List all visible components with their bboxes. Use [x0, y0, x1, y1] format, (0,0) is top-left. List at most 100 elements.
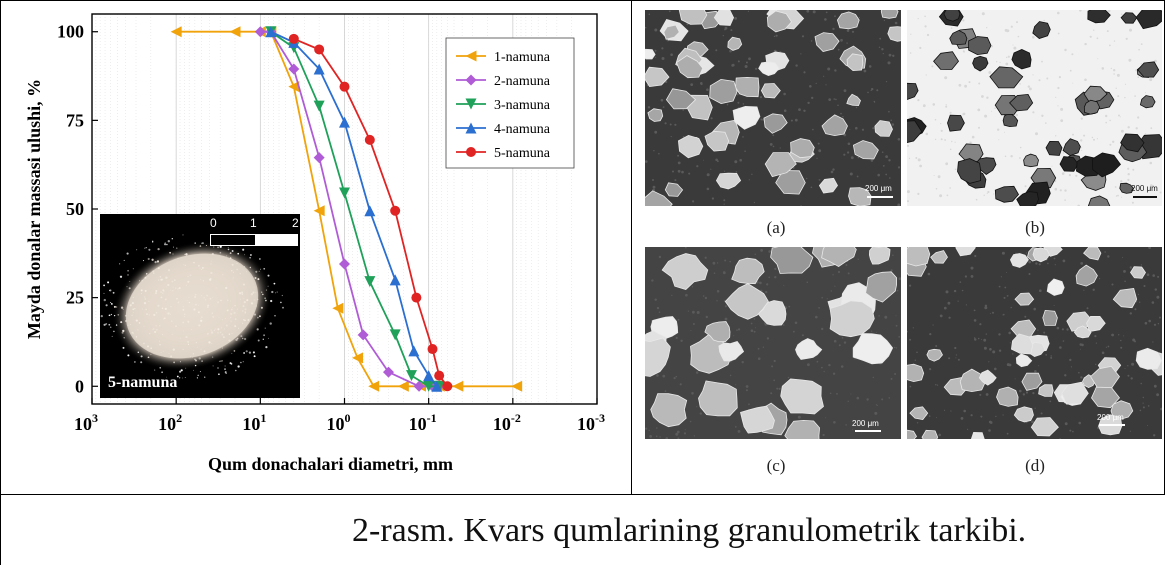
texture-dot [674, 179, 677, 182]
sand-grain [978, 369, 997, 386]
texture-dot [863, 69, 867, 73]
texture-dot [1137, 116, 1140, 119]
texture-dot [935, 384, 937, 386]
sand-grain [1135, 347, 1162, 370]
sand-speck [185, 336, 188, 339]
texture-dot [763, 322, 766, 324]
texture-dot [705, 315, 708, 319]
texture-dot [753, 201, 755, 204]
texture-dot [856, 175, 859, 178]
sand-speck [220, 360, 222, 362]
sand-grain [713, 10, 735, 26]
scale-bar-a [867, 196, 893, 198]
texture-dot [1006, 432, 1009, 435]
sand-specks [100, 234, 284, 379]
sand-speck [243, 352, 245, 354]
sand-grain [968, 36, 992, 56]
texture-dot [1111, 283, 1114, 286]
sand-speck [224, 371, 227, 374]
sand-speck [227, 248, 230, 251]
sand-speck [229, 252, 232, 254]
texture-dot [703, 159, 705, 161]
texture-dot [935, 345, 938, 347]
texture-dot [941, 21, 943, 23]
texture-dot [730, 29, 733, 32]
sand-speck [164, 298, 167, 301]
texture-dot [645, 26, 647, 29]
sand-pile-image [100, 234, 284, 379]
sand-speck [172, 348, 175, 351]
texture-dot [954, 346, 957, 350]
sand-sample-photo: 0 1 2 cm 5-namuna [100, 214, 300, 398]
sand-speck [221, 347, 224, 349]
sand-grain [715, 172, 742, 190]
y-axis-label: Mayda donalar massasi ulushi, % [24, 79, 44, 339]
texture-dot [760, 118, 763, 121]
texture-dot [806, 10, 810, 13]
texture-dot [724, 305, 727, 308]
texture-dot [1047, 336, 1049, 338]
sand-speck [147, 345, 149, 348]
texture-dot [1041, 114, 1044, 118]
sand-speck [215, 328, 217, 330]
sand-grain [947, 114, 965, 132]
sand-speck [113, 305, 116, 308]
sand-speck [264, 327, 266, 329]
texture-dot [822, 433, 825, 437]
sand-speck [264, 297, 266, 299]
sand-speck [198, 324, 201, 327]
texture-dot [1083, 134, 1086, 137]
texture-dot [1072, 133, 1074, 136]
texture-dot [675, 336, 678, 339]
texture-dot [664, 122, 667, 125]
texture-dot [926, 33, 930, 37]
texture-dot [991, 45, 993, 48]
texture-dot [1107, 10, 1111, 13]
sand-speck [185, 253, 188, 256]
texture-dot [876, 89, 879, 92]
sand-speck [275, 292, 276, 294]
data-point-4-namuna [431, 380, 443, 392]
texture-dot [750, 329, 754, 332]
texture-dot [737, 430, 741, 433]
texture-dot [747, 10, 750, 12]
sand-grain [727, 36, 743, 51]
sand-speck [234, 318, 237, 320]
texture-dot [661, 57, 665, 60]
texture-dot [748, 179, 750, 181]
texture-dot [742, 103, 745, 105]
texture-dot [1128, 58, 1132, 62]
scale-text-d: 200 μm [1097, 413, 1124, 422]
granulometry-chart: 103 102 101 100 10-1 10-2 10-3 0 25 50 75 100 Qum do… [0, 0, 630, 495]
sand-speck [189, 274, 192, 277]
texture-dot [1064, 374, 1067, 377]
texture-dot [951, 140, 953, 143]
sand-grain [933, 51, 959, 70]
texture-dot [754, 253, 756, 255]
legend-label-2-namuna: 2-namuna [494, 74, 551, 89]
sand-speck [176, 375, 179, 378]
sand-grain [718, 341, 745, 362]
texture-dot [998, 333, 1001, 336]
sand-speck [150, 354, 152, 356]
sand-grain [846, 53, 864, 72]
sand-speck [232, 307, 233, 308]
texture-dot [809, 85, 812, 88]
texture-dot [1143, 285, 1146, 287]
sand-speck [255, 292, 257, 294]
texture-dot [868, 423, 871, 426]
inset-label: 5-namuna [108, 374, 178, 391]
texture-dot [1032, 74, 1034, 76]
texture-dot [878, 315, 880, 317]
legend-label-5-namuna: 5-namuna [494, 146, 551, 161]
texture-dot [783, 92, 786, 96]
texture-dot [821, 327, 824, 331]
texture-dot [876, 331, 878, 333]
sand-speck [221, 333, 224, 336]
sand-speck [148, 314, 150, 316]
texture-dot [836, 393, 838, 395]
texture-dot [1124, 280, 1126, 283]
texture-dot [847, 272, 850, 275]
sand-speck [201, 294, 202, 296]
texture-dot [1075, 174, 1078, 177]
